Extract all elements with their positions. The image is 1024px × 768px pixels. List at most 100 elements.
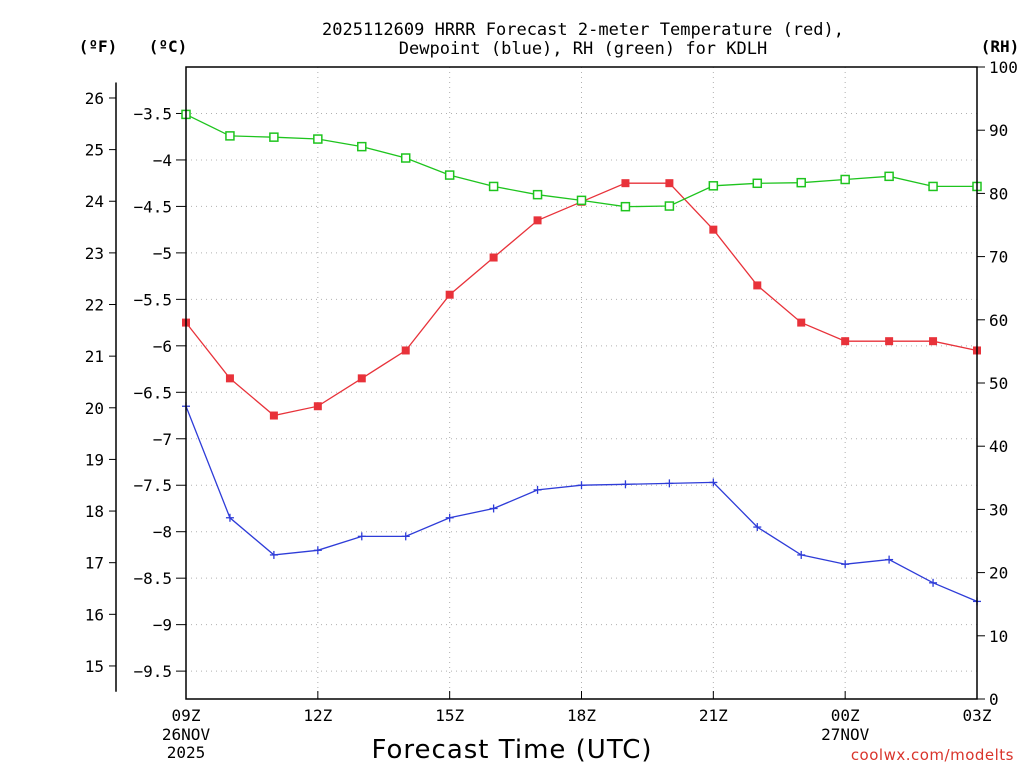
rh-point — [488, 181, 499, 192]
time-tick-label: 21Z — [699, 706, 728, 725]
rh-tick-label: 90 — [989, 121, 1008, 140]
time-tick-date: 26NOV — [162, 725, 211, 744]
celsius-tick-label: −5.5 — [133, 290, 172, 309]
temperature-point — [885, 337, 894, 346]
credit-text: coolwx.com/modelts — [851, 746, 1014, 764]
time-tick-label: 00Z — [831, 706, 860, 725]
rh-point — [400, 153, 411, 163]
temperature-point — [313, 402, 322, 411]
series-layer — [181, 109, 982, 606]
celsius-tick-label: −8 — [153, 523, 172, 542]
rh-point — [840, 174, 850, 185]
celsius-tick-label: −5 — [153, 244, 172, 263]
rh-tick-label: 0 — [989, 690, 999, 709]
rh-point — [444, 170, 455, 180]
dewpoint-point — [885, 555, 894, 564]
fahrenheit-tick-label: 17 — [85, 554, 104, 573]
celsius-unit-label: (ºC) — [149, 37, 188, 56]
temperature-point — [489, 253, 498, 262]
temperature-point — [269, 411, 278, 420]
chart-title-line1: 2025112609 HRRR Forecast 2-meter Tempera… — [322, 20, 844, 40]
rh-tick-label: 30 — [989, 500, 1008, 519]
rh-point — [576, 195, 587, 206]
x-axis-title: Forecast Time (UTC) — [371, 735, 652, 765]
plot-frame — [185, 66, 978, 700]
rh-tick-label: 60 — [989, 311, 1008, 330]
dewpoint-point — [445, 513, 454, 522]
dewpoint-point — [401, 532, 410, 541]
rh-point — [664, 201, 675, 211]
dewpoint-point — [753, 523, 762, 532]
dewpoint-point — [709, 478, 718, 487]
time-tick-year: 2025 — [167, 743, 206, 762]
fahrenheit-tick-label: 23 — [85, 244, 104, 263]
fahrenheit-unit-label: (ºF) — [79, 37, 118, 56]
rh-point — [752, 178, 763, 189]
rh-point — [708, 181, 719, 191]
rh-tick-label: 50 — [989, 374, 1008, 393]
fahrenheit-axis: 26 25 24 23 22 21 20 19 18 17 16 15 — [85, 82, 117, 692]
celsius-tick-label: −9 — [153, 616, 172, 635]
rh-point — [620, 201, 631, 212]
celsius-tick-label: −4.5 — [133, 197, 172, 216]
dewpoint-point — [357, 532, 366, 541]
chart-title-line2: Dewpoint (blue), RH (green) for KDLH — [399, 39, 767, 59]
rh-point — [884, 171, 894, 182]
temperature-point — [665, 179, 674, 188]
fahrenheit-tick-label: 24 — [85, 192, 104, 211]
rh-tick-label: 70 — [989, 248, 1008, 267]
celsius-tick-label: −3.5 — [133, 104, 172, 123]
fahrenheit-tick-label: 20 — [85, 399, 104, 418]
celsius-tick-label: −6 — [153, 337, 172, 356]
fahrenheit-tick-label: 22 — [85, 296, 104, 315]
fahrenheit-tick-label: 21 — [85, 347, 104, 366]
celsius-tick-label: −4 — [153, 151, 172, 170]
rh-point — [357, 141, 367, 152]
temperature-point — [533, 216, 542, 225]
time-tick-label: 12Z — [303, 706, 332, 725]
rh-unit-label: (RH) — [981, 37, 1020, 56]
dewpoint-point — [841, 560, 850, 569]
time-tick-label: 09Z — [172, 706, 201, 725]
dewpoint-point — [313, 546, 322, 555]
rh-tick-label: 100 — [989, 58, 1018, 77]
temperature-point — [225, 374, 234, 383]
rh-series — [181, 109, 982, 212]
dewpoint-point — [929, 578, 938, 587]
rh-point — [225, 131, 235, 141]
dewpoint-point — [225, 513, 234, 522]
temperature-point — [357, 374, 366, 383]
time-tick-label: 03Z — [963, 706, 992, 725]
dewpoint-point — [665, 479, 674, 488]
temperature-point — [841, 337, 850, 346]
temperature-point — [709, 225, 718, 234]
dewpoint-point — [269, 550, 278, 559]
grid-lines — [186, 67, 977, 699]
dewpoint-point — [577, 481, 586, 490]
rh-tick-label: 20 — [989, 564, 1008, 583]
celsius-tick-label: −6.5 — [133, 383, 172, 402]
fahrenheit-tick-label: 19 — [85, 450, 104, 469]
rh-tick-label: 40 — [989, 437, 1008, 456]
rh-point — [532, 189, 543, 200]
fahrenheit-tick-label: 25 — [85, 141, 104, 160]
rh-tick-label: 80 — [989, 184, 1008, 203]
rh-point — [269, 132, 279, 142]
temperature-point — [401, 346, 410, 355]
fahrenheit-tick-label: 26 — [85, 89, 104, 108]
dewpoint-point — [533, 485, 542, 494]
temperature-point — [797, 318, 806, 327]
rh-point — [796, 177, 806, 188]
temperature-point — [445, 290, 454, 299]
celsius-tick-label: −7.5 — [133, 476, 172, 495]
dewpoint-point — [621, 480, 630, 489]
rh-point — [313, 134, 323, 144]
fahrenheit-tick-label: 18 — [85, 502, 104, 521]
time-tick-label: 15Z — [435, 706, 464, 725]
dewpoint-point — [797, 550, 806, 559]
temperature-point — [621, 179, 630, 188]
celsius-tick-label: −8.5 — [133, 569, 172, 588]
